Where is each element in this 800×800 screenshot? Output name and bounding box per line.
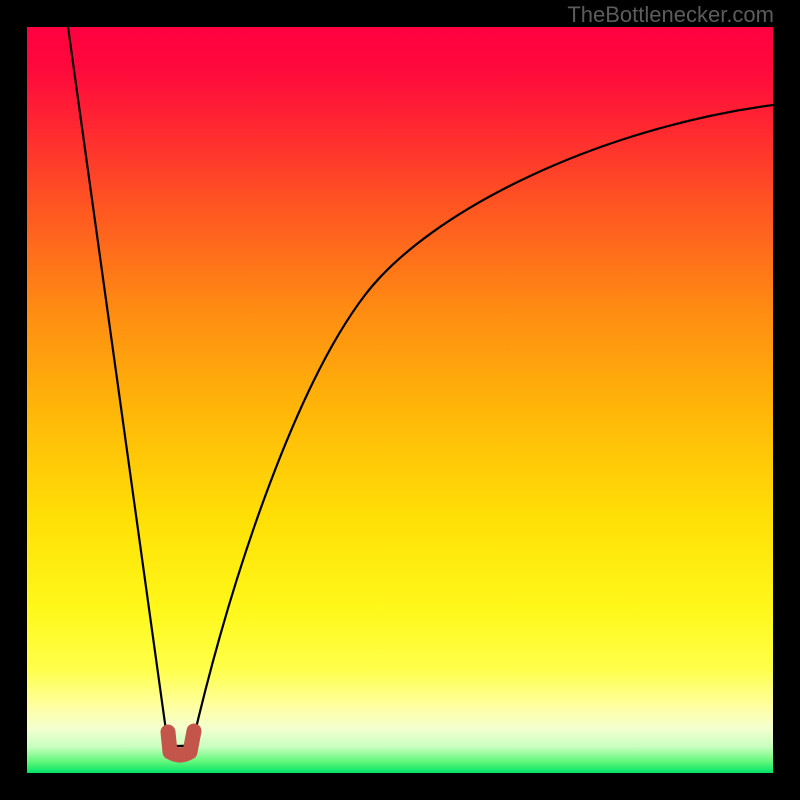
frame-right xyxy=(773,0,800,800)
accent-u-marker xyxy=(168,731,194,755)
curve-layer xyxy=(27,27,773,773)
frame-bottom xyxy=(0,773,800,800)
bottleneck-curve xyxy=(68,27,773,746)
plot-area xyxy=(27,27,773,773)
frame-left xyxy=(0,0,27,800)
watermark-text: TheBottlenecker.com xyxy=(567,2,774,28)
chart-stage: TheBottlenecker.com xyxy=(0,0,800,800)
